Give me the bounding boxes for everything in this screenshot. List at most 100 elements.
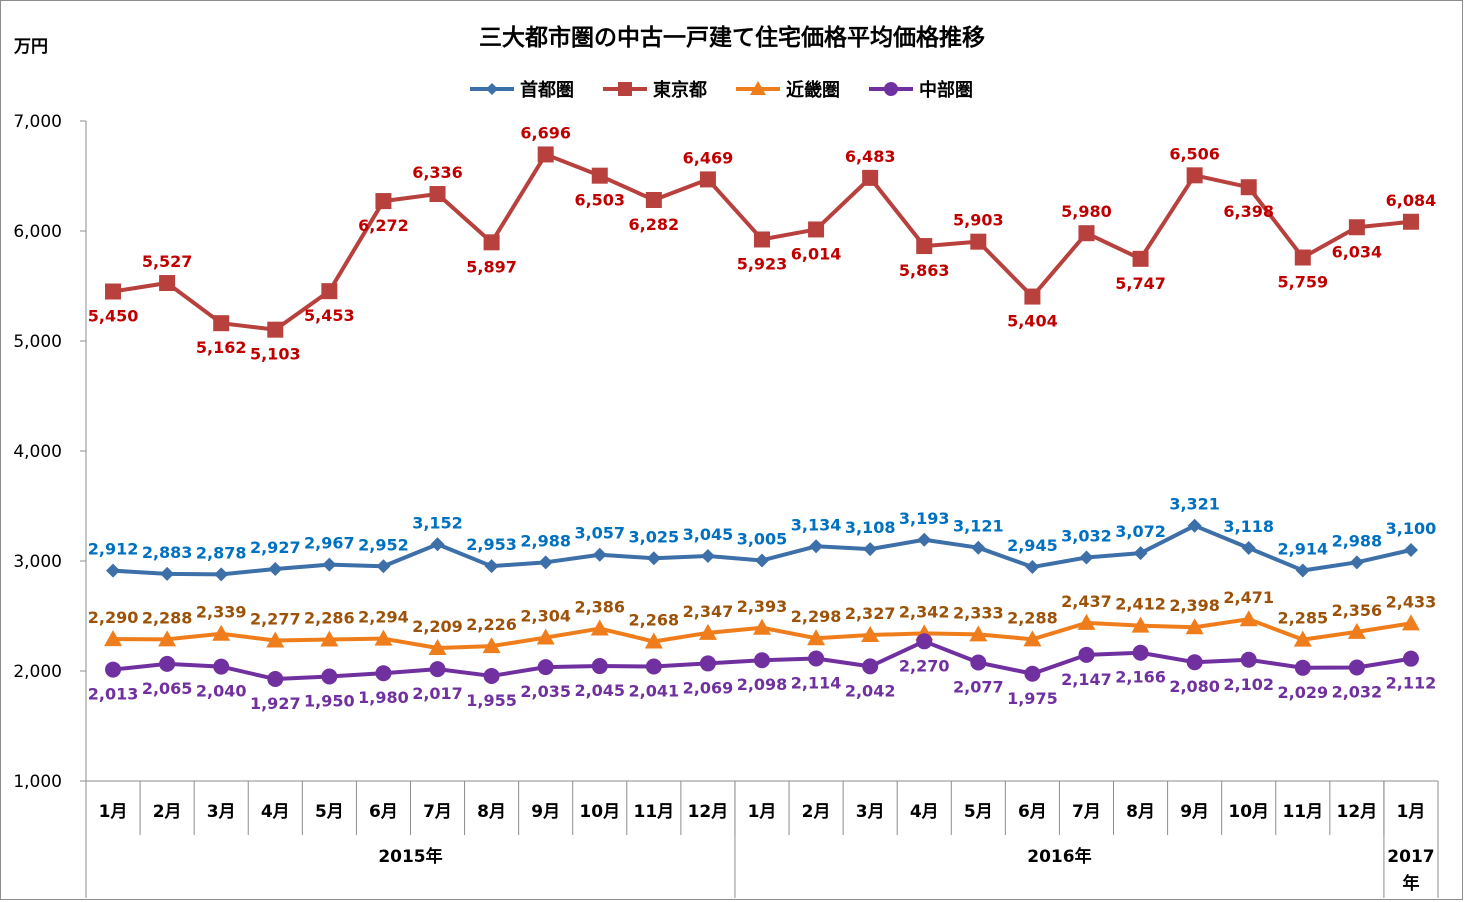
data-label: 5,404: [1007, 312, 1058, 331]
data-label: 6,034: [1332, 242, 1383, 261]
data-point: [1347, 622, 1366, 639]
data-point: [1402, 213, 1419, 230]
data-point: [537, 659, 554, 676]
series-2: [105, 146, 1419, 338]
x-tick-label: 6月: [369, 802, 398, 822]
data-label: 2,065: [142, 679, 193, 698]
data-label: 2,209: [412, 617, 463, 636]
data-label: 5,923: [737, 254, 788, 273]
data-point: [375, 665, 392, 682]
data-point: [537, 146, 554, 163]
data-point: [916, 633, 933, 650]
data-label: 2,045: [574, 681, 625, 700]
data-label: 1,975: [1007, 689, 1058, 708]
data-label: 5,897: [466, 257, 517, 276]
data-label: 5,527: [142, 252, 193, 271]
x-tick-label: 1月: [99, 802, 128, 822]
data-label: 2,069: [683, 678, 734, 697]
year-label: 年: [1402, 873, 1419, 894]
data-point: [970, 233, 987, 250]
data-point: [268, 562, 283, 577]
data-point: [754, 231, 770, 248]
x-tick-label: 2月: [153, 802, 182, 822]
data-point: [1079, 550, 1094, 565]
data-point: [375, 193, 392, 210]
data-label: 2,029: [1277, 683, 1328, 702]
y-tick-label: 5,000: [13, 332, 62, 352]
data-label: 2,042: [845, 681, 896, 700]
data-point: [376, 559, 391, 574]
data-point: [1077, 613, 1096, 630]
data-point: [755, 553, 769, 568]
x-tick-label: 9月: [531, 802, 560, 822]
data-label: 3,045: [683, 525, 734, 544]
data-point: [698, 623, 717, 640]
x-tick-label: 4月: [261, 802, 290, 822]
data-label: 2,927: [250, 538, 301, 557]
data-point: [970, 654, 987, 671]
data-label: 5,759: [1277, 273, 1328, 292]
y-tick-label: 3,000: [13, 552, 62, 572]
data-label: 2,914: [1277, 539, 1328, 558]
data-point: [1025, 560, 1040, 575]
data-point: [430, 537, 445, 552]
data-point: [1349, 555, 1364, 570]
data-label: 5,450: [88, 307, 139, 326]
data-point: [1348, 659, 1365, 676]
y-tick-label: 4,000: [13, 442, 62, 462]
data-label: 6,272: [358, 216, 409, 235]
data-point: [1239, 610, 1258, 627]
data-label: 2,342: [899, 602, 950, 621]
legend-item: 近畿圏: [736, 79, 840, 101]
x-tick-label: 1月: [1397, 802, 1426, 822]
x-tick-label: 4月: [910, 802, 939, 822]
data-point: [374, 629, 393, 646]
data-point: [1241, 541, 1256, 556]
data-label: 5,103: [250, 345, 301, 364]
data-label: 2,304: [520, 607, 571, 626]
data-label: 2,102: [1223, 675, 1274, 694]
data-label: 3,005: [737, 529, 788, 548]
data-label: 2,080: [1169, 677, 1220, 696]
x-tick-label: 10月: [1228, 802, 1269, 822]
data-point: [104, 630, 123, 647]
data-point: [1078, 225, 1095, 242]
data-point: [808, 221, 825, 238]
data-point: [1131, 616, 1150, 633]
data-label: 2,356: [1332, 601, 1383, 620]
y-tick-label: 1,000: [13, 772, 62, 792]
data-label: 6,336: [412, 163, 463, 182]
data-label: 6,696: [520, 123, 571, 142]
data-point: [699, 655, 716, 672]
data-point: [1024, 665, 1041, 682]
data-label: 2,288: [1007, 608, 1058, 627]
data-label: 3,072: [1115, 522, 1166, 541]
data-point: [213, 658, 230, 675]
legend-marker: [486, 83, 498, 95]
data-point: [1078, 646, 1095, 663]
data-point: [159, 655, 176, 672]
data-point: [483, 234, 500, 251]
data-label: 2,339: [196, 603, 247, 622]
data-point: [159, 275, 176, 292]
series-1: [106, 518, 1418, 582]
data-label: 2,098: [737, 675, 788, 694]
data-point: [592, 547, 607, 562]
data-point: [320, 630, 339, 647]
data-point: [1293, 630, 1312, 647]
data-label: 6,503: [574, 191, 625, 210]
data-point: [1402, 650, 1419, 667]
x-tick-label: 7月: [1072, 802, 1101, 822]
legend-label: 東京都: [653, 79, 707, 101]
data-point: [863, 542, 878, 557]
data-label: 6,282: [629, 215, 680, 234]
data-label: 1,980: [358, 688, 409, 707]
year-label: 2017: [1387, 847, 1434, 867]
data-label: 3,121: [953, 517, 1004, 536]
data-label: 5,863: [899, 261, 950, 280]
data-label: 2,988: [1332, 531, 1383, 550]
data-point: [321, 668, 338, 685]
data-label: 2,288: [142, 608, 193, 627]
